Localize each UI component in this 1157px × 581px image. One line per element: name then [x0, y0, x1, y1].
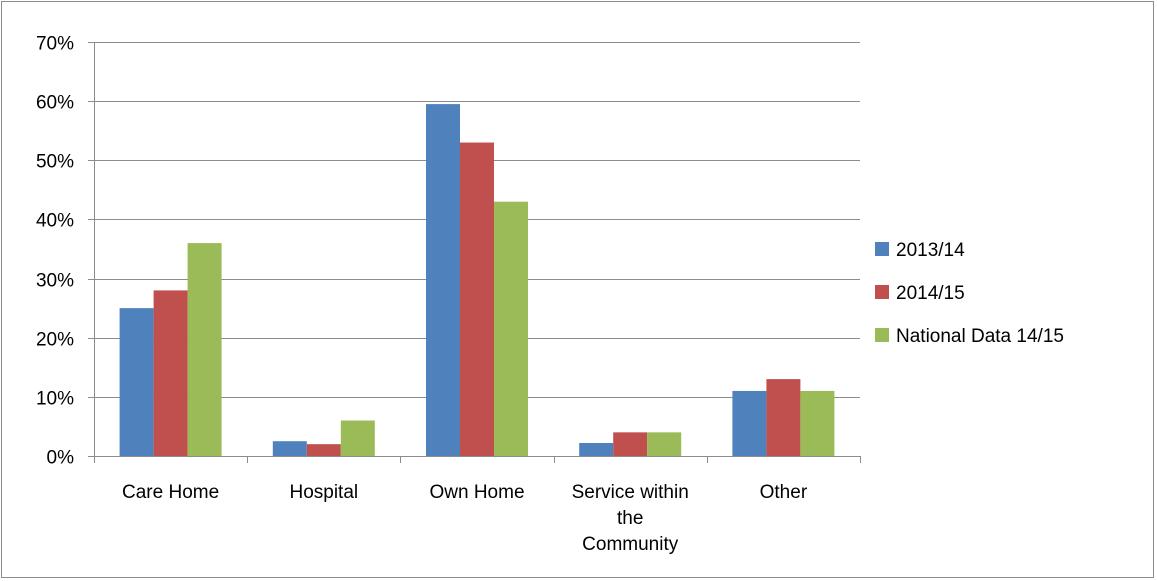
y-tick-label: 10%: [36, 389, 74, 410]
bar: [272, 441, 307, 456]
bar: [340, 420, 375, 456]
y-tick-label: 20%: [36, 330, 74, 351]
legend-swatch: [875, 242, 889, 256]
x-tick-label: Other: [760, 482, 808, 503]
bar: [613, 432, 648, 456]
y-tick-labels: 0% 10% 20% 30% 40% 50% 60% 70%: [36, 34, 74, 469]
bars: [119, 104, 835, 457]
legend-label: National Data 14/15: [896, 326, 1064, 347]
bar: [119, 308, 154, 456]
legend-label: 2013/14: [896, 240, 965, 261]
y-tick-label: 40%: [36, 211, 74, 232]
legend-swatch: [875, 328, 889, 342]
bar: [494, 201, 528, 456]
bar: [426, 104, 460, 456]
bar: [306, 444, 341, 456]
x-tick-label: Service within the Community: [572, 482, 689, 555]
y-tick-label: 0%: [47, 448, 75, 469]
bar: [153, 290, 188, 456]
y-tick-label: 60%: [36, 93, 74, 114]
x-tick-labels: Care Home Hospital Own Home Service within t…: [122, 482, 808, 555]
bar: [800, 390, 835, 456]
bar: [766, 379, 801, 456]
x-tick-label: Hospital: [289, 482, 358, 503]
axes: [88, 42, 861, 463]
legend-swatch: [875, 285, 889, 299]
legend-label: 2014/15: [896, 283, 965, 304]
y-tick-label: 70%: [36, 34, 74, 55]
bar: [187, 243, 222, 456]
bar: [460, 142, 494, 457]
y-tick-label: 50%: [36, 152, 74, 173]
x-tick-label: Own Home: [429, 482, 524, 503]
bar: [732, 390, 767, 456]
x-tick-label: Care Home: [122, 482, 219, 503]
bar: [647, 432, 682, 456]
bar: [579, 442, 614, 456]
legend: 2013/14 2014/15 National Data 14/15: [875, 240, 1064, 347]
y-tick-label: 30%: [36, 271, 74, 292]
